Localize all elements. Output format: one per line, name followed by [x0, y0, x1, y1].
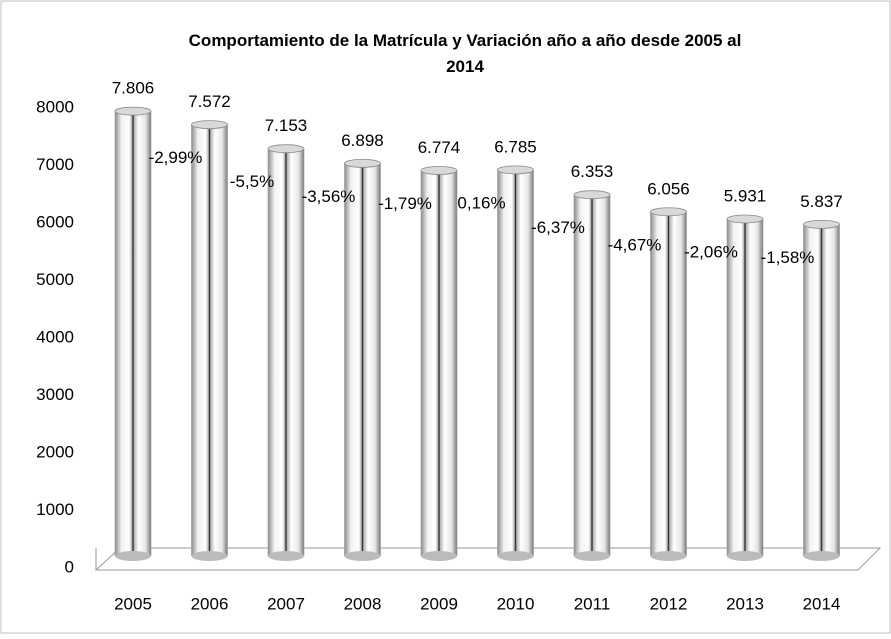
bar-base	[115, 551, 151, 561]
bar	[344, 163, 381, 557]
bar-top	[344, 158, 381, 168]
data-label: 6.056	[647, 179, 690, 198]
y-tick-label: 1000	[36, 500, 74, 519]
x-tick-label: 2013	[726, 594, 764, 613]
x-tick-label: 2012	[650, 594, 688, 613]
variation-label: -3,56%	[302, 187, 356, 206]
variation-label: -6,37%	[531, 218, 585, 237]
bar-top	[650, 207, 687, 217]
variation-label: -4,67%	[608, 235, 662, 254]
bar-base	[191, 551, 228, 561]
data-label: 6.774	[418, 138, 461, 157]
bar	[114, 110, 152, 557]
bar	[191, 124, 228, 557]
bar	[803, 224, 840, 557]
bar-base	[574, 551, 610, 561]
y-tick-label: 0	[65, 557, 74, 576]
y-tick-label: 3000	[36, 385, 74, 404]
data-label: 6.353	[571, 162, 614, 181]
x-tick-label: 2005	[114, 594, 152, 613]
y-tick-label: 7000	[36, 155, 74, 174]
x-tick-label: 2006	[191, 594, 229, 613]
y-tick-label: 5000	[36, 270, 74, 289]
variation-label: 0,16%	[457, 193, 505, 212]
variation-label: -2,06%	[684, 242, 738, 261]
bar	[267, 148, 305, 557]
variation-label: -5,5%	[230, 172, 274, 191]
y-tick-label: 4000	[36, 327, 74, 346]
bar-top	[726, 214, 764, 224]
bar-top	[497, 165, 534, 175]
y-tick-label: 2000	[36, 442, 74, 461]
data-label: 7.806	[112, 79, 155, 98]
data-label: 7.153	[265, 116, 308, 135]
x-tick-label: 2010	[497, 594, 535, 613]
y-tick-label: 6000	[36, 212, 74, 231]
bar	[726, 218, 764, 557]
bar-top	[114, 106, 152, 116]
bar-base	[497, 551, 534, 561]
x-tick-label: 2011	[574, 594, 611, 613]
bar-base	[344, 551, 381, 561]
variation-label: -1,58%	[761, 248, 815, 267]
x-tick-label: 2007	[267, 594, 305, 613]
bar	[497, 169, 534, 557]
data-label: 6.785	[494, 137, 537, 156]
data-label: 7.572	[188, 92, 231, 111]
data-label: 6.898	[341, 131, 384, 150]
data-label: 5.837	[800, 192, 843, 211]
bar-top	[573, 190, 611, 200]
bar-base	[650, 551, 687, 561]
x-tick-label: 2014	[803, 594, 841, 613]
x-tick-label: 2009	[420, 594, 458, 613]
bar-base	[421, 551, 457, 561]
bar	[650, 211, 687, 557]
bar-top	[803, 219, 840, 229]
bar-top	[267, 144, 305, 154]
bar-base	[803, 551, 840, 561]
variation-label: -2,99%	[149, 148, 203, 167]
bar-top	[191, 120, 228, 130]
bar	[420, 170, 458, 557]
data-label: 5.931	[724, 186, 767, 205]
bar-base	[727, 551, 763, 561]
variation-label: -1,79%	[378, 194, 432, 213]
x-tick-label: 2008	[344, 594, 382, 613]
bar-top	[420, 166, 458, 175]
chart-title: Comportamiento de la Matrícula y Variaci…	[189, 31, 742, 76]
bar	[573, 194, 611, 557]
y-tick-label: 8000	[36, 97, 74, 116]
bar-base	[268, 551, 304, 561]
